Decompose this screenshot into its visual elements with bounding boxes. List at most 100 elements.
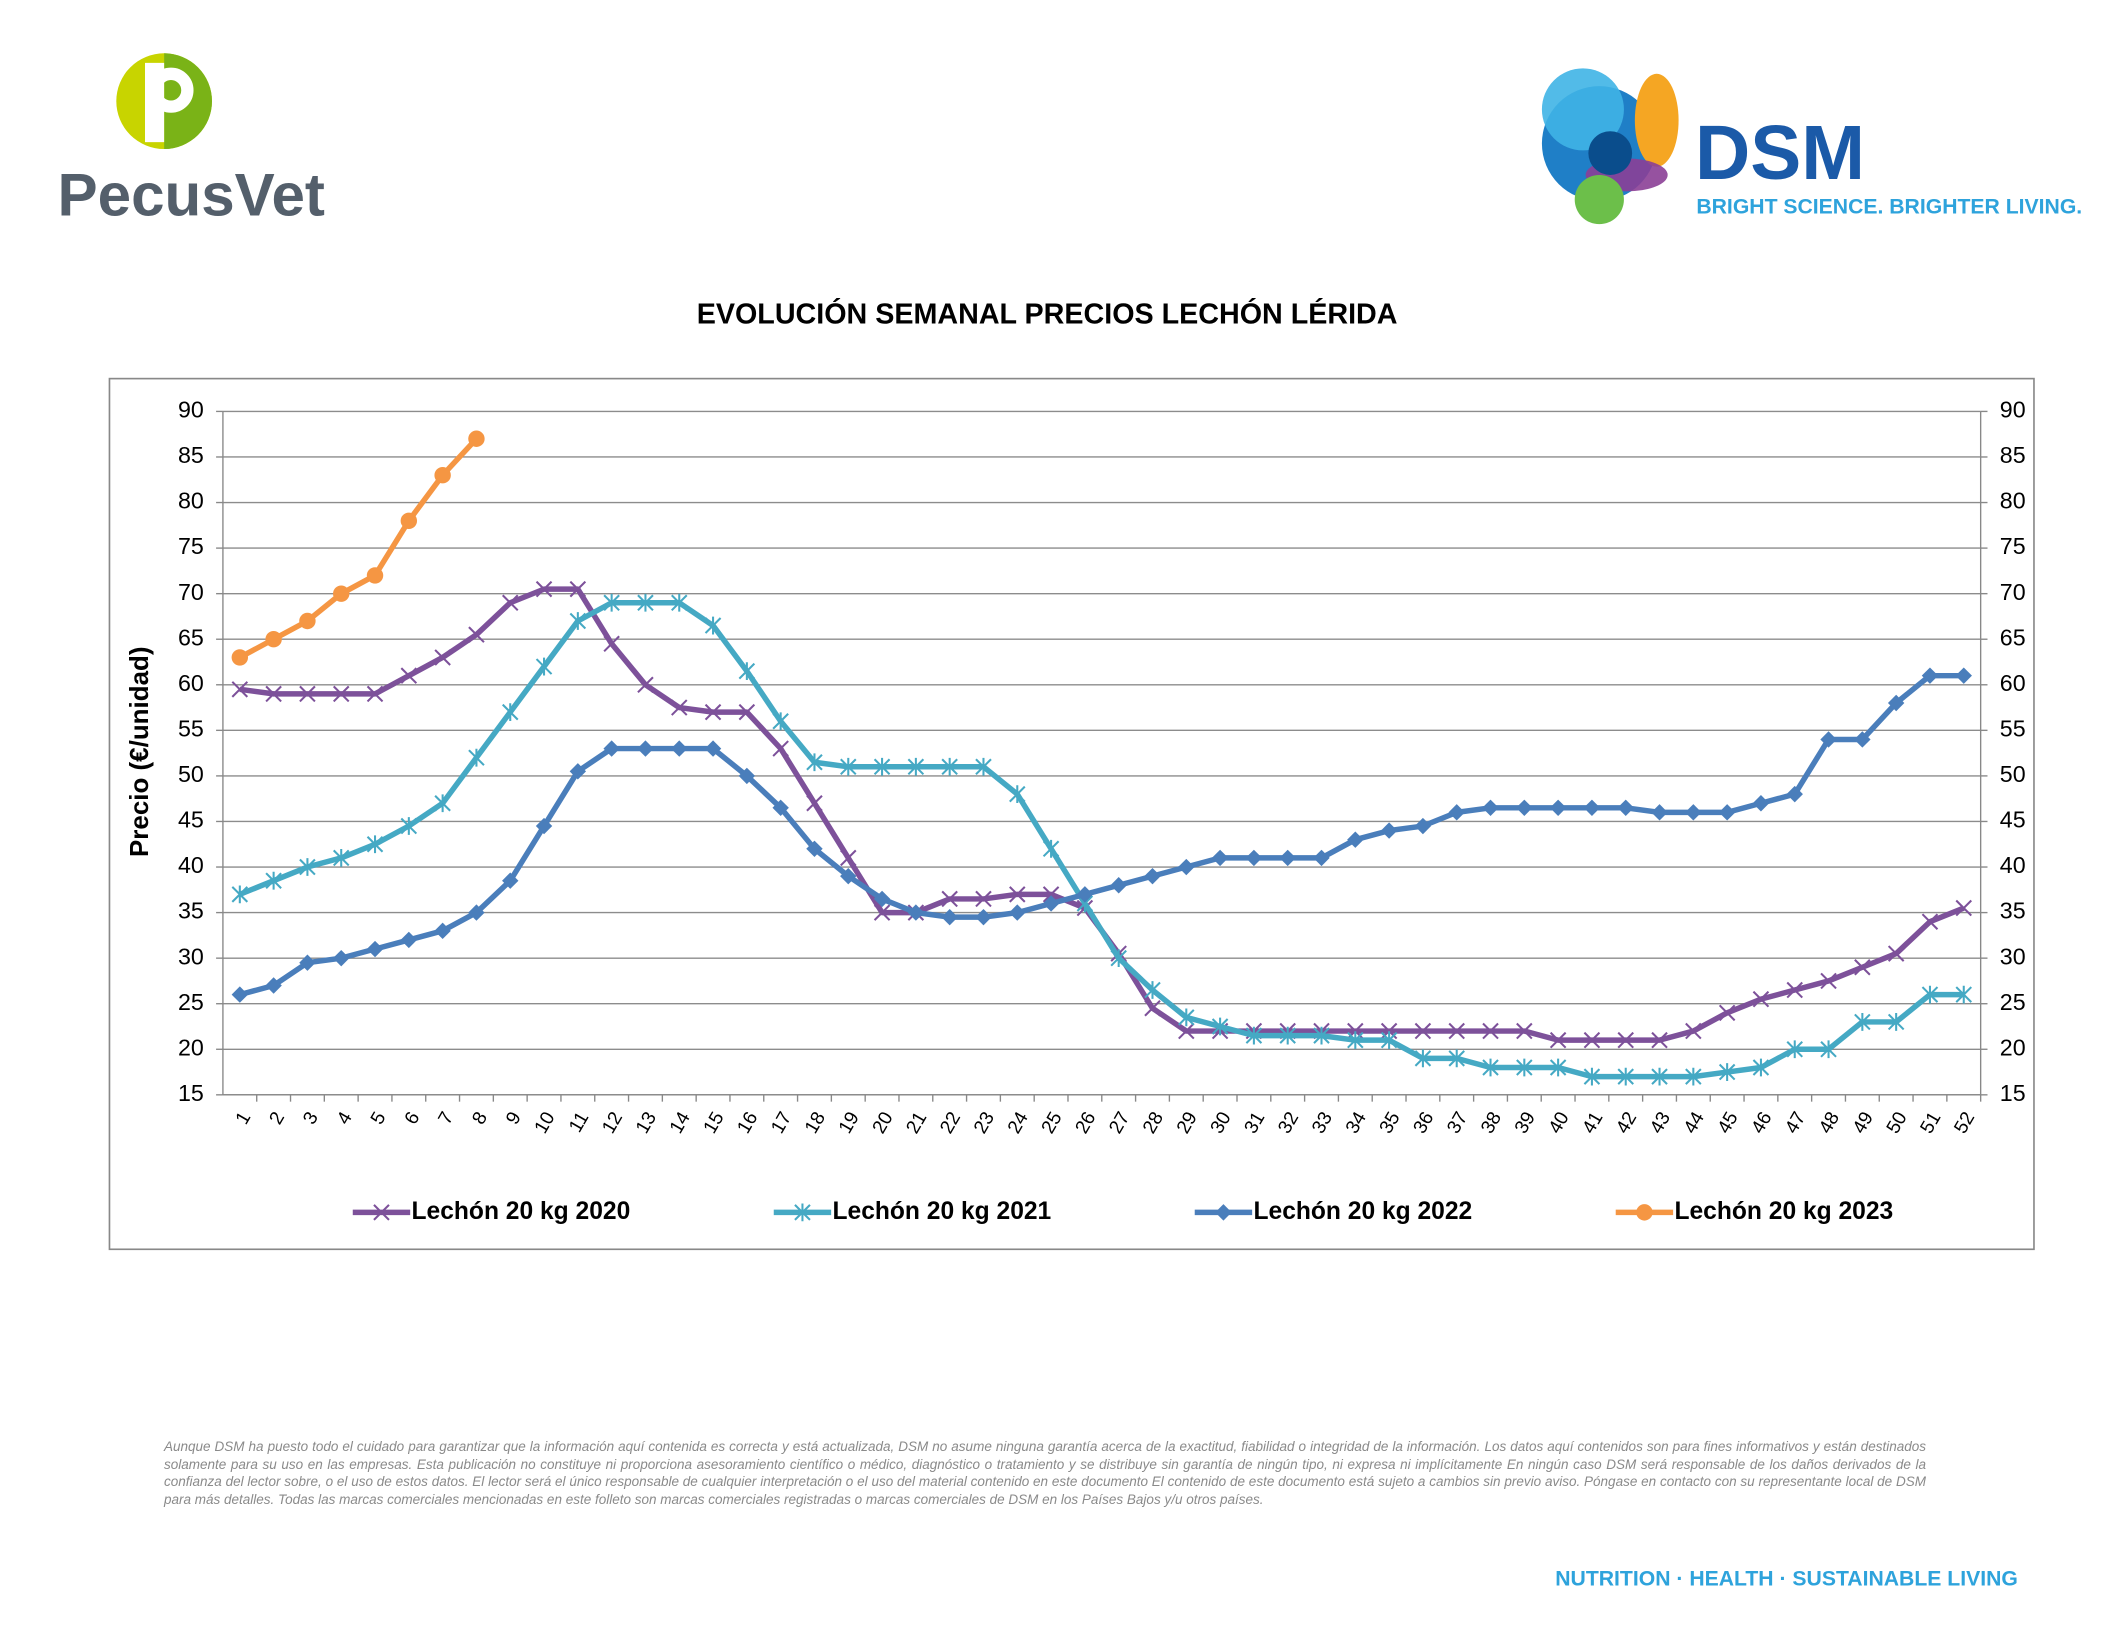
marker xyxy=(907,904,925,921)
legend-label: Lechón 20 kg 2020 xyxy=(412,1198,631,1225)
marker xyxy=(671,593,688,612)
y2-tick-label: 65 xyxy=(2000,624,2026,650)
y2-tick-label: 35 xyxy=(2000,898,2026,924)
marker xyxy=(1313,1026,1330,1045)
marker xyxy=(400,931,418,949)
marker xyxy=(434,649,451,666)
legend-label: Lechón 20 kg 2022 xyxy=(1254,1198,1473,1225)
marker xyxy=(231,649,249,666)
marker xyxy=(975,757,992,776)
marker xyxy=(1042,839,1060,858)
x-tick-label: 42 xyxy=(1612,1108,1641,1137)
y2-tick-label: 70 xyxy=(2000,579,2026,605)
line xyxy=(238,600,1964,1080)
marker xyxy=(1955,985,1972,1004)
x-tick-label: 19 xyxy=(835,1108,864,1137)
marker xyxy=(299,858,316,876)
disclaimer: Aunque DSM ha puesto todo el cuidado par… xyxy=(164,1439,1926,1507)
y-tick-label: 65 xyxy=(178,624,204,650)
marker xyxy=(1144,867,1161,885)
x-tick-label: 9 xyxy=(502,1108,526,1128)
x-tick-label: 25 xyxy=(1038,1108,1067,1137)
marker xyxy=(569,612,587,630)
y2-tick-label: 55 xyxy=(2000,715,2026,741)
marker xyxy=(1854,959,1871,976)
x-tick-label: 7 xyxy=(435,1108,459,1128)
marker xyxy=(1887,945,1905,962)
marker xyxy=(1617,1031,1634,1049)
marker xyxy=(806,795,823,812)
marker xyxy=(603,740,620,757)
x-tick-label: 16 xyxy=(734,1108,763,1137)
y2-tick-label: 40 xyxy=(2000,852,2026,878)
marker xyxy=(1178,1008,1195,1027)
marker xyxy=(299,685,316,703)
marker xyxy=(1414,817,1432,835)
marker xyxy=(468,626,485,643)
legend-label: Lechón 20 kg 2021 xyxy=(833,1198,1052,1225)
marker xyxy=(1110,877,1127,894)
marker xyxy=(1955,899,1972,917)
marker xyxy=(299,954,316,971)
y-axis-label: Precio (€/unidad) xyxy=(124,646,154,857)
marker xyxy=(1211,849,1229,867)
series xyxy=(231,430,485,666)
marker xyxy=(1854,1013,1871,1031)
marker xyxy=(535,817,553,835)
y-tick-label: 25 xyxy=(178,989,204,1015)
marker xyxy=(738,767,756,785)
x-tick-label: 49 xyxy=(1849,1108,1878,1137)
y2-tick-label: 85 xyxy=(2000,442,2026,468)
x-tick-label: 2 xyxy=(266,1108,290,1128)
marker xyxy=(1178,1022,1195,1040)
marker xyxy=(468,904,485,921)
marker xyxy=(535,580,553,598)
marker xyxy=(1144,981,1161,999)
y-tick-label: 80 xyxy=(178,488,204,514)
line xyxy=(239,672,1964,998)
marker xyxy=(373,1204,390,1221)
x-tick-label: 5 xyxy=(367,1108,391,1128)
series xyxy=(231,593,1972,1086)
marker xyxy=(1583,1067,1601,1086)
marker xyxy=(1549,1058,1567,1077)
x-tick-label: 15 xyxy=(700,1108,729,1137)
logo-text: DSM xyxy=(1695,111,1865,196)
marker xyxy=(1752,990,1770,1008)
marker xyxy=(1685,804,1702,821)
marker xyxy=(840,849,857,867)
x-tick-label: 52 xyxy=(1950,1108,1979,1137)
marker xyxy=(1448,804,1465,821)
marker xyxy=(1820,972,1837,990)
marker xyxy=(1583,1031,1601,1049)
marker xyxy=(400,667,418,684)
marker xyxy=(1887,1013,1905,1031)
x-tick-label: 41 xyxy=(1579,1108,1608,1137)
x-tick-label: 31 xyxy=(1241,1108,1270,1137)
marker xyxy=(231,885,249,904)
x-tick-label: 6 xyxy=(401,1108,425,1128)
x-tick-label: 34 xyxy=(1342,1108,1371,1137)
marker xyxy=(907,757,925,776)
y-tick-label: 15 xyxy=(178,1080,204,1106)
marker xyxy=(1786,785,1803,803)
marker xyxy=(1786,1040,1803,1059)
marker xyxy=(1279,1026,1296,1045)
marker xyxy=(1752,1058,1770,1077)
tagline: BRIGHT SCIENCE. BRIGHTER LIVING. xyxy=(1696,195,2082,218)
y2-tick-label: 15 xyxy=(2000,1080,2026,1106)
marker xyxy=(1110,949,1127,968)
marker xyxy=(1820,1040,1837,1059)
marker xyxy=(1752,795,1770,812)
x-tick-label: 38 xyxy=(1477,1108,1506,1137)
marker xyxy=(1516,1022,1533,1040)
marker xyxy=(840,867,857,885)
marker xyxy=(535,657,553,676)
y-tick-label: 85 xyxy=(178,442,204,468)
y2-tick-label: 25 xyxy=(2000,989,2026,1015)
marker xyxy=(637,740,654,757)
x-tick-label: 45 xyxy=(1714,1108,1743,1137)
marker xyxy=(1245,849,1263,867)
marker xyxy=(468,748,485,767)
